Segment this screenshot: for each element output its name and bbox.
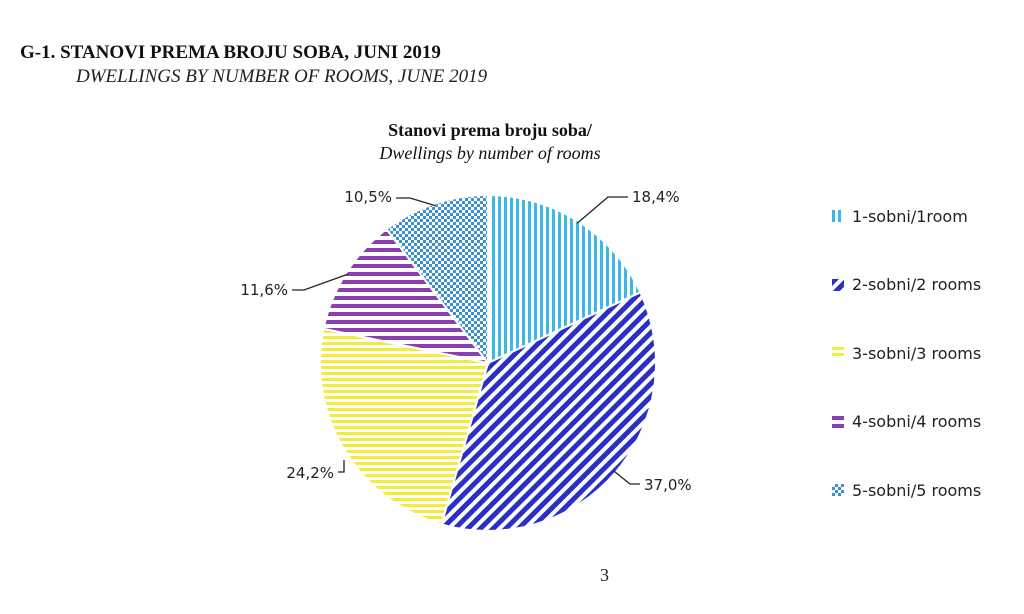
- chart-title-block: Stanovi prema broju soba/ Dwellings by n…: [300, 120, 680, 164]
- legend-swatch-2-rooms: [832, 278, 844, 291]
- legend-label-5-rooms: 5-sobni/5 rooms: [852, 480, 982, 500]
- pie-slice-4-rooms: [322, 227, 491, 365]
- pie-slice-3-rooms: [319, 327, 490, 526]
- legend-label-1-room: 1-sobni/1room: [852, 206, 968, 226]
- leader-line-2-rooms: [613, 470, 640, 485]
- legend-item-1-room: 1-sobni/1room: [832, 182, 981, 251]
- legend-swatch-5-rooms: [832, 484, 844, 497]
- figure-title: G-1. STANOVI PREMA BROJU SOBA, JUNI 2019: [20, 42, 441, 63]
- pie-slices: [319, 193, 657, 532]
- legend-label-2-rooms: 2-sobni/2 rooms: [852, 275, 982, 295]
- pie-slice-5-rooms: [385, 193, 489, 366]
- legend-label-3-rooms: 3-sobni/3 rooms: [852, 343, 982, 363]
- legend-swatch-1-room: [832, 210, 844, 223]
- leader-line-1-room: [576, 196, 628, 224]
- legend-swatch-3-rooms: [832, 347, 844, 360]
- figure-subtitle: DWELLINGS BY NUMBER OF ROOMS, JUNE 2019: [76, 66, 488, 87]
- leader-line-5-rooms: [396, 197, 436, 207]
- figure-heading: G-1. STANOVI PREMA BROJU SOBA, JUNI 2019…: [20, 42, 487, 88]
- data-label-5-rooms: 10,5%: [344, 188, 392, 206]
- data-label-1-room: 18,4%: [632, 188, 680, 206]
- chart-title: Stanovi prema broju soba/: [388, 120, 592, 140]
- legend-item-4-rooms: 4-sobni/4 rooms: [832, 388, 981, 457]
- legend-item-3-rooms: 3-sobni/3 rooms: [832, 319, 981, 388]
- leader-line-4-rooms: [292, 273, 348, 291]
- pie-leader-lines: [292, 196, 640, 485]
- legend-item-5-rooms: 5-sobni/5 rooms: [832, 456, 981, 525]
- leader-line-3-rooms: [338, 460, 345, 473]
- legend-swatch-4-rooms: [832, 415, 844, 428]
- pie-data-labels: 18,4% 37,0% 24,2% 11,6% 10,5%: [240, 188, 691, 494]
- page-number: 3: [600, 565, 609, 585]
- legend-label-4-rooms: 4-sobni/4 rooms: [852, 412, 982, 432]
- data-label-3-rooms: 24,2%: [286, 464, 334, 482]
- data-label-2-rooms: 37,0%: [644, 476, 692, 494]
- chart-legend: 1-sobni/1room 2-sobni/2 rooms 3-sobni/3 …: [832, 182, 981, 525]
- chart-subtitle: Dwellings by number of rooms: [379, 143, 601, 163]
- legend-item-2-rooms: 2-sobni/2 rooms: [832, 251, 981, 320]
- data-label-4-rooms: 11,6%: [240, 281, 288, 299]
